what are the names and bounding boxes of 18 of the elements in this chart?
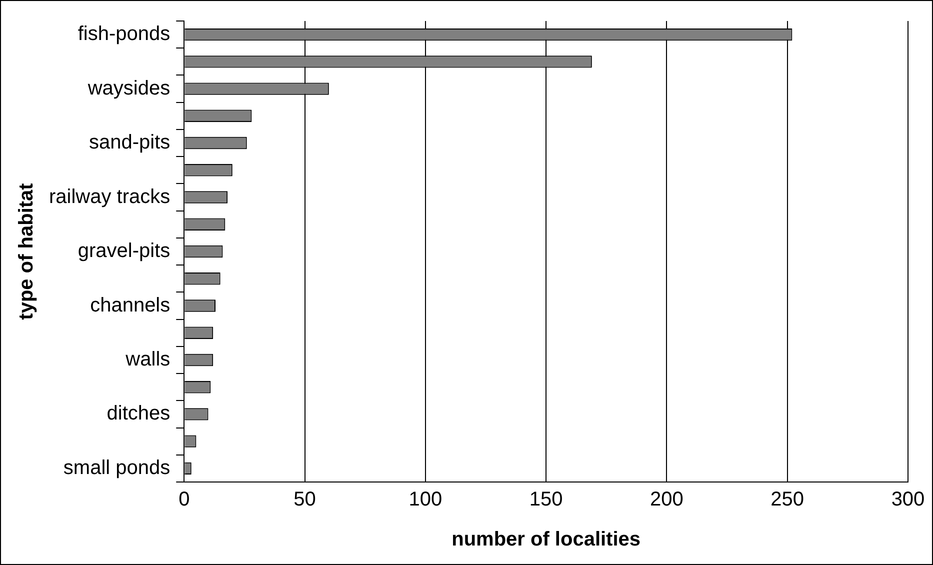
x-tick-label: 100 xyxy=(408,488,442,511)
x-tick-label: 150 xyxy=(529,488,563,511)
x-tick-label: 0 xyxy=(178,488,190,511)
x-axis-title: number of localities xyxy=(452,528,641,551)
x-tick-label: 250 xyxy=(770,488,804,511)
x-tick-label: 200 xyxy=(650,488,684,511)
y-tick-label: fish-ponds xyxy=(78,23,170,46)
y-tick-label: walls xyxy=(124,348,170,370)
y-tick-label: gravel-pits xyxy=(78,240,170,262)
x-tick-label: 50 xyxy=(294,488,316,511)
y-tick-label: ditches xyxy=(106,402,170,425)
y-tick-label: waysides xyxy=(86,77,170,100)
y-tick-label: small ponds xyxy=(63,456,170,479)
x-tick-label: 300 xyxy=(891,488,925,511)
y-tick-label: channels xyxy=(90,294,170,316)
y-axis-title: type of habitat xyxy=(16,182,38,320)
y-tick-label: sand-pits xyxy=(88,132,170,154)
y-tick-label: railway tracks xyxy=(48,186,170,208)
